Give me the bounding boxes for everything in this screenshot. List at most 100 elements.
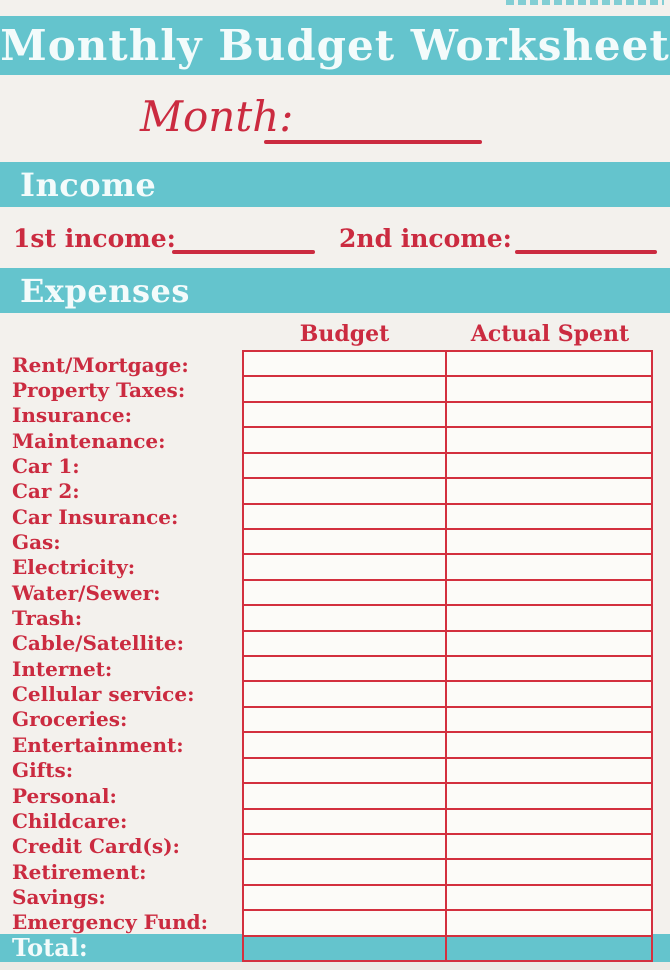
expense-table-row xyxy=(244,860,651,886)
actual-spent-cell[interactable] xyxy=(447,479,651,503)
budget-cell[interactable] xyxy=(244,936,447,961)
expense-row-label: Car Insurance: xyxy=(12,504,179,529)
actual-spent-cell[interactable] xyxy=(447,682,651,706)
expense-row-label: Insurance: xyxy=(12,403,133,428)
expense-table-row xyxy=(244,555,651,581)
page-title: Monthly Budget Worksheet xyxy=(0,16,670,75)
budget-cell[interactable] xyxy=(244,733,447,757)
expense-table-row xyxy=(244,580,651,607)
expense-row-label: Childcare: xyxy=(12,808,128,833)
budget-cell[interactable] xyxy=(244,606,447,630)
budget-cell[interactable] xyxy=(244,352,447,376)
budget-cell[interactable] xyxy=(244,784,447,808)
actual-spent-cell[interactable] xyxy=(447,657,651,681)
expense-table-row xyxy=(244,911,651,937)
actual-spent-cell[interactable] xyxy=(447,707,651,732)
expense-label-column: Rent/Mortgage: Property Taxes: Insurance: M… xyxy=(12,352,238,935)
actual-spent-cell[interactable] xyxy=(447,555,651,579)
expense-row-label: Cable/Satellite: xyxy=(12,631,184,656)
expense-table-row xyxy=(244,402,651,429)
budget-cell[interactable] xyxy=(244,860,447,884)
expense-row-label: Credit Card(s): xyxy=(12,834,180,859)
first-income-blank-line[interactable] xyxy=(172,250,315,254)
second-income-blank-line[interactable] xyxy=(515,250,657,254)
expense-table-row xyxy=(244,453,651,480)
first-income-label: 1st income: xyxy=(13,224,176,253)
expense-table-row xyxy=(244,885,651,912)
expense-table-row xyxy=(244,352,651,378)
expense-row-label: Water/Sewer: xyxy=(12,580,161,605)
expense-table-row xyxy=(244,428,651,454)
expense-table-row xyxy=(244,504,651,530)
expense-row-label: Car 1: xyxy=(12,454,80,479)
actual-spent-cell[interactable] xyxy=(447,784,651,808)
expense-table-row xyxy=(244,479,651,505)
actual-spent-cell[interactable] xyxy=(447,631,651,656)
actual-spent-cell[interactable] xyxy=(447,733,651,757)
budget-cell[interactable] xyxy=(244,911,447,935)
expense-row-label: Electricity: xyxy=(12,555,136,580)
expense-row-label: Trash: xyxy=(12,606,83,631)
section-expenses-header: Expenses xyxy=(0,268,670,313)
expense-table-row xyxy=(244,835,651,861)
actual-spent-cell[interactable] xyxy=(447,377,651,401)
actual-spent-cell[interactable] xyxy=(447,911,651,935)
expense-table-row xyxy=(244,377,651,403)
budget-cell[interactable] xyxy=(244,657,447,681)
actual-spent-cell[interactable] xyxy=(447,529,651,554)
expense-table xyxy=(242,350,653,962)
total-table-row xyxy=(244,936,651,961)
budget-column-header: Budget xyxy=(299,321,390,347)
expense-table-row xyxy=(244,682,651,708)
expense-row-label: Maintenance: xyxy=(12,428,166,453)
actual-spent-cell[interactable] xyxy=(447,758,651,783)
budget-cell[interactable] xyxy=(244,631,447,656)
total-row-band: Total: xyxy=(0,934,670,962)
budget-cell[interactable] xyxy=(244,580,447,605)
budget-cell[interactable] xyxy=(244,529,447,554)
actual-spent-cell[interactable] xyxy=(447,402,651,427)
budget-cell[interactable] xyxy=(244,682,447,706)
budget-cell[interactable] xyxy=(244,555,447,579)
budget-cell[interactable] xyxy=(244,707,447,732)
expense-table-row xyxy=(244,733,651,759)
expense-row-label: Groceries: xyxy=(12,707,128,732)
expense-row-label: Property Taxes: xyxy=(12,378,186,403)
actual-spent-cell[interactable] xyxy=(447,860,651,884)
expense-table-row xyxy=(244,631,651,658)
actual-spent-cell[interactable] xyxy=(447,428,651,452)
expense-row-label: Personal: xyxy=(12,783,117,808)
bottom-margin-strip xyxy=(0,962,670,970)
budget-cell[interactable] xyxy=(244,377,447,401)
actual-spent-cell[interactable] xyxy=(447,885,651,910)
expense-table-row xyxy=(244,784,651,810)
actual-spent-cell[interactable] xyxy=(447,937,651,960)
total-label: Total: xyxy=(12,933,88,962)
expense-table-row xyxy=(244,657,651,683)
budget-cell[interactable] xyxy=(244,758,447,783)
expense-table-row xyxy=(244,707,651,734)
actual-spent-cell[interactable] xyxy=(447,809,651,834)
expense-row-label: Savings: xyxy=(12,884,106,909)
budget-cell[interactable] xyxy=(244,453,447,478)
expense-row-label: Retirement: xyxy=(12,859,147,884)
budget-cell[interactable] xyxy=(244,809,447,834)
actual-spent-cell[interactable] xyxy=(447,504,651,528)
section-income-header: Income xyxy=(0,162,670,207)
actual-spent-cell[interactable] xyxy=(447,453,651,478)
actual-spent-cell[interactable] xyxy=(447,835,651,859)
expense-row-label: Car 2: xyxy=(12,479,80,504)
actual-spent-cell[interactable] xyxy=(447,352,651,376)
budget-cell[interactable] xyxy=(244,885,447,910)
budget-cell[interactable] xyxy=(244,479,447,503)
actual-spent-cell[interactable] xyxy=(447,606,651,630)
expense-table-row xyxy=(244,758,651,785)
budget-cell[interactable] xyxy=(244,835,447,859)
month-blank-line[interactable] xyxy=(264,140,482,144)
budget-cell[interactable] xyxy=(244,428,447,452)
budget-cell[interactable] xyxy=(244,402,447,427)
expense-row-label: Rent/Mortgage: xyxy=(12,352,189,377)
budget-cell[interactable] xyxy=(244,504,447,528)
expense-table-row xyxy=(244,529,651,556)
actual-spent-cell[interactable] xyxy=(447,580,651,605)
